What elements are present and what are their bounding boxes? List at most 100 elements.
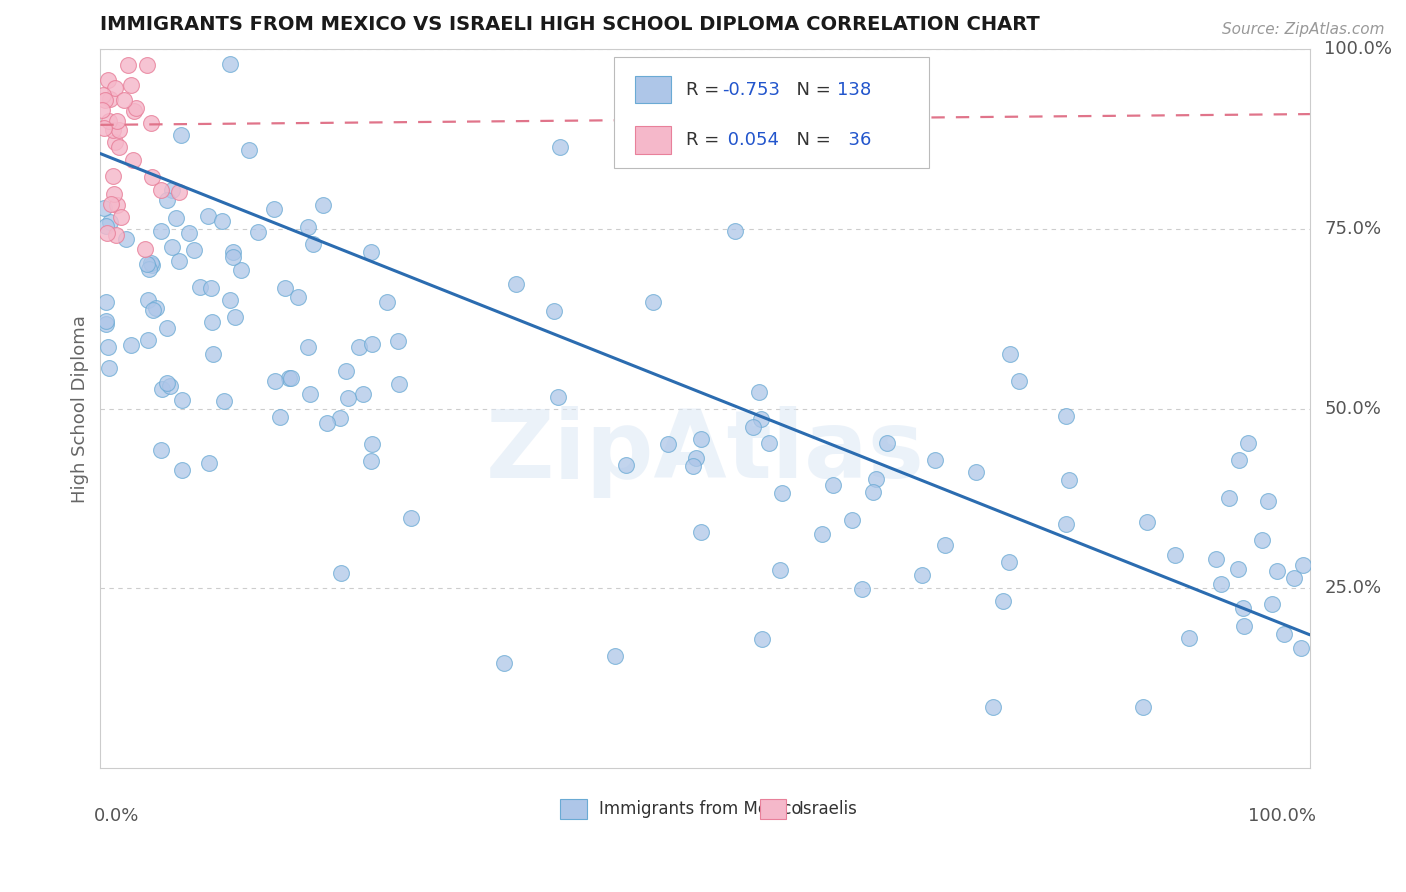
Point bbox=[197, 209, 219, 223]
Point bbox=[170, 128, 193, 142]
Text: N =: N = bbox=[785, 80, 837, 99]
Point bbox=[749, 411, 772, 425]
Point bbox=[138, 261, 160, 276]
Point bbox=[1132, 700, 1154, 714]
Point bbox=[614, 458, 637, 472]
Point bbox=[742, 420, 765, 434]
Point bbox=[165, 211, 187, 226]
Point bbox=[149, 224, 172, 238]
Text: 50.0%: 50.0% bbox=[1324, 400, 1381, 417]
Point bbox=[97, 73, 120, 87]
Point bbox=[93, 121, 115, 136]
Point bbox=[200, 281, 222, 295]
Point bbox=[183, 243, 205, 257]
Point bbox=[156, 193, 179, 207]
Point bbox=[97, 340, 120, 354]
Text: ZipAtlas: ZipAtlas bbox=[485, 406, 925, 498]
Point bbox=[211, 214, 233, 228]
Point bbox=[1218, 491, 1240, 505]
Point bbox=[160, 240, 183, 254]
Point bbox=[287, 290, 309, 304]
FancyBboxPatch shape bbox=[614, 56, 929, 168]
Point bbox=[114, 93, 136, 107]
Point bbox=[682, 459, 704, 474]
Point bbox=[1282, 570, 1305, 584]
Point bbox=[110, 210, 132, 224]
Point bbox=[98, 113, 121, 128]
Point bbox=[685, 451, 707, 466]
Point bbox=[91, 103, 114, 118]
Y-axis label: High School Diploma: High School Diploma bbox=[72, 315, 89, 502]
Point bbox=[120, 78, 142, 93]
Point bbox=[1163, 548, 1185, 562]
Point bbox=[998, 555, 1021, 569]
Point bbox=[1265, 564, 1288, 578]
Text: 0.054: 0.054 bbox=[723, 131, 779, 149]
Point bbox=[167, 253, 190, 268]
Text: Immigrants from Mexico: Immigrants from Mexico bbox=[599, 800, 801, 818]
Point bbox=[97, 361, 120, 376]
Point bbox=[172, 392, 194, 407]
Point bbox=[122, 104, 145, 119]
Point bbox=[1233, 618, 1256, 632]
Point bbox=[105, 198, 128, 212]
Point bbox=[603, 649, 626, 664]
Point bbox=[360, 245, 382, 260]
Point bbox=[924, 452, 946, 467]
Point bbox=[1227, 452, 1250, 467]
Point bbox=[104, 136, 127, 150]
Point bbox=[136, 333, 159, 347]
Point bbox=[93, 201, 115, 215]
Point bbox=[150, 382, 173, 396]
Point bbox=[179, 226, 201, 240]
Point bbox=[1251, 533, 1274, 548]
Point bbox=[107, 28, 129, 42]
Point bbox=[312, 198, 335, 212]
Point bbox=[724, 224, 747, 238]
Point bbox=[160, 183, 183, 197]
Point bbox=[96, 227, 118, 241]
Point bbox=[111, 28, 134, 42]
Point bbox=[769, 563, 792, 577]
Point bbox=[139, 116, 162, 130]
Point bbox=[141, 255, 163, 269]
FancyBboxPatch shape bbox=[636, 76, 671, 103]
Point bbox=[991, 594, 1014, 608]
Point bbox=[96, 219, 118, 233]
Point bbox=[965, 465, 987, 479]
Point bbox=[138, 293, 160, 307]
Point bbox=[201, 346, 224, 360]
Point bbox=[1178, 631, 1201, 645]
Text: Israelis: Israelis bbox=[799, 800, 858, 818]
Point bbox=[222, 245, 245, 260]
Point bbox=[103, 187, 125, 202]
Point bbox=[142, 303, 165, 318]
Point bbox=[1237, 436, 1260, 450]
Point bbox=[751, 632, 773, 646]
Point bbox=[229, 263, 252, 277]
Point bbox=[361, 437, 384, 451]
Point bbox=[329, 410, 352, 425]
Point bbox=[145, 301, 167, 316]
Point bbox=[851, 582, 873, 597]
Text: IMMIGRANTS FROM MEXICO VS ISRAELI HIGH SCHOOL DIPLOMA CORRELATION CHART: IMMIGRANTS FROM MEXICO VS ISRAELI HIGH S… bbox=[100, 15, 1040, 34]
Point bbox=[337, 392, 360, 406]
Text: 100.0%: 100.0% bbox=[1324, 40, 1392, 59]
Point bbox=[135, 58, 157, 72]
Point bbox=[96, 295, 118, 310]
Point bbox=[134, 242, 156, 256]
Point bbox=[115, 232, 138, 246]
Point bbox=[297, 340, 319, 354]
Text: 75.0%: 75.0% bbox=[1324, 220, 1382, 238]
Point bbox=[1054, 517, 1077, 532]
Text: -0.753: -0.753 bbox=[723, 80, 780, 99]
Point bbox=[107, 140, 129, 154]
Point bbox=[269, 410, 291, 425]
Point bbox=[375, 295, 398, 310]
Point bbox=[141, 170, 163, 185]
Point bbox=[1209, 576, 1232, 591]
Point bbox=[188, 279, 211, 293]
Point bbox=[111, 28, 134, 42]
Point bbox=[1008, 375, 1031, 389]
Point bbox=[643, 294, 665, 309]
